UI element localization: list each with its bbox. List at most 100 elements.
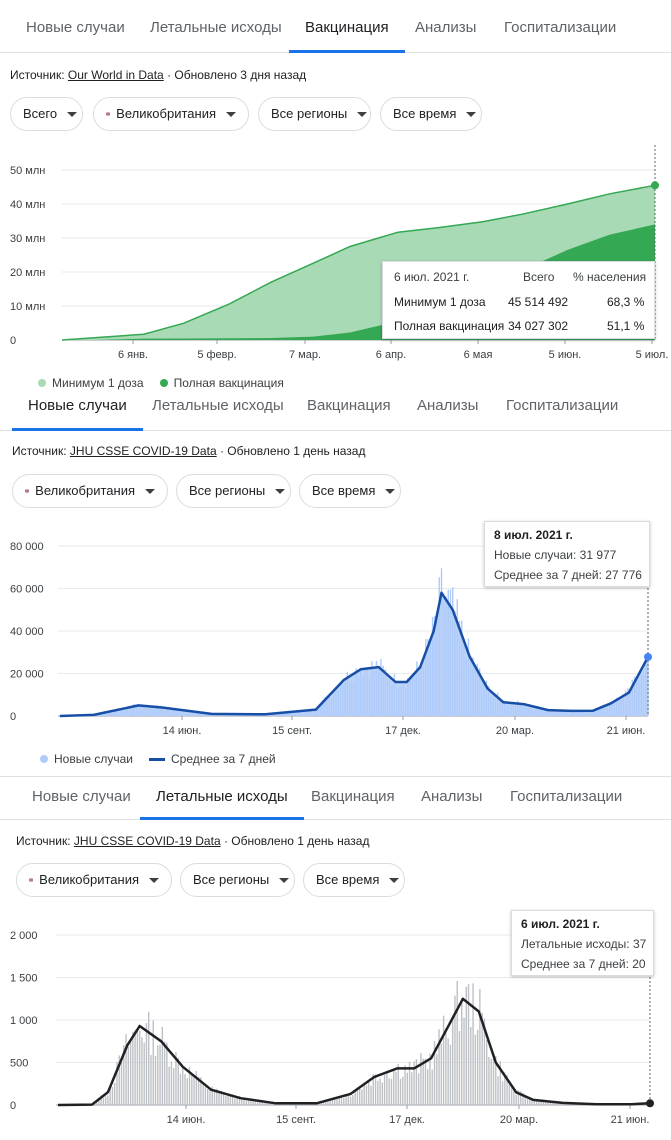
deaths-bar: [204, 1086, 207, 1105]
tab-deaths[interactable]: Летальные исходы: [152, 397, 284, 414]
deaths-bar: [392, 1069, 395, 1105]
deaths-bar: [479, 988, 481, 1105]
cases-chart[interactable]: 0 20 000 40 000 60 000 80 000 14 июн. 15 сент.…: [0, 536, 671, 746]
deaths-avg-line: [57, 997, 651, 1107]
deaths-bar: [540, 1100, 542, 1105]
deaths-bar: [238, 1096, 241, 1105]
tab-deaths[interactable]: Летальные исходы: [150, 19, 282, 36]
source-line: Источник: JHU CSSE COVID-19 Data · Обнов…: [12, 444, 365, 458]
deaths-bar: [331, 1098, 334, 1105]
y-tick-label: 1 000: [10, 1015, 38, 1027]
tab-tests[interactable]: Анализы: [415, 19, 477, 36]
deaths-bar: [166, 1042, 168, 1105]
tab-tests[interactable]: Анализы: [417, 397, 479, 414]
filter-country[interactable]: Великобритания: [16, 863, 172, 897]
filter-bar: Великобритания Все регионы Все время: [16, 863, 666, 899]
deaths-bar: [361, 1089, 363, 1105]
y-tick-label: 20 млн: [10, 267, 45, 279]
chevron-down-icon: [385, 488, 396, 494]
deaths-bar: [254, 1099, 257, 1105]
deaths-panel: Новые случаи Летальные исходы Вакцинация…: [0, 776, 671, 1140]
filter-regions[interactable]: Все регионы: [176, 474, 291, 508]
deaths-bar: [449, 1044, 452, 1105]
tab-new-cases[interactable]: Новые случаи: [32, 788, 131, 805]
tooltip-date: 8 июл. 2021 г.: [494, 528, 573, 542]
deaths-bar: [413, 1061, 415, 1105]
deaths-bar: [227, 1094, 229, 1105]
deaths-bar: [95, 1101, 98, 1105]
tooltip-row-pct: 68,3 %: [607, 295, 645, 309]
filter-time[interactable]: Все время: [380, 97, 482, 131]
deaths-bar: [104, 1096, 107, 1105]
y-tick-label: 50 млн: [10, 165, 45, 177]
vaccination-legend: Минимум 1 доза Полная вакцинация: [38, 376, 284, 390]
deaths-bar: [338, 1096, 340, 1105]
deaths-bar: [517, 1090, 520, 1105]
source-link[interactable]: Our World in Data: [67, 68, 164, 82]
deaths-bar: [433, 1041, 436, 1105]
source-line: Источник: JHU CSSE COVID-19 Data · Обнов…: [16, 834, 369, 848]
filter-country[interactable]: Великобритания: [12, 474, 168, 508]
tab-vaccination[interactable]: Вакцинация: [307, 397, 391, 414]
deaths-bar: [245, 1100, 247, 1105]
updated-text: · Обновлено 1 день назад: [223, 834, 370, 848]
deaths-bar: [499, 1061, 501, 1105]
deaths-bar: [172, 1068, 175, 1105]
tab-bar: Новые случаи Летальные исходы Вакцинация…: [0, 776, 671, 820]
tab-deaths[interactable]: Летальные исходы: [140, 777, 304, 820]
deaths-bar: [383, 1075, 386, 1105]
y-tick-label: 0: [10, 335, 16, 347]
tab-vaccination[interactable]: Вакцинация: [311, 788, 395, 805]
deaths-bar: [542, 1101, 545, 1105]
filter-time-label: Все время: [316, 872, 380, 887]
filter-regions[interactable]: Все регионы: [180, 863, 295, 897]
filter-time[interactable]: Все время: [299, 474, 401, 508]
deaths-chart[interactable]: 0 500 1 000 1 500 2 000 14 июн. 15 сент. 17 дек…: [0, 921, 671, 1136]
deaths-bar: [379, 1078, 381, 1105]
deaths-bar: [358, 1086, 361, 1105]
deaths-bar: [474, 1034, 477, 1105]
x-tick-label: 17 дек.: [389, 1114, 425, 1126]
deaths-bar: [483, 1018, 486, 1105]
deaths-bar: [440, 1043, 443, 1105]
deaths-bar: [195, 1070, 198, 1105]
deaths-bar: [424, 1058, 427, 1105]
tab-tests[interactable]: Анализы: [421, 788, 483, 805]
deaths-bar: [259, 1100, 261, 1105]
tab-new-cases[interactable]: Новые случаи: [12, 386, 143, 431]
deaths-bar: [438, 1029, 440, 1105]
deaths-bar: [472, 983, 474, 1105]
filter-total[interactable]: Всего: [10, 97, 83, 131]
deaths-bar: [127, 1046, 130, 1105]
deaths-bar: [551, 1101, 554, 1105]
tab-vaccination[interactable]: Вакцинация: [289, 0, 405, 53]
deaths-bar: [252, 1100, 254, 1105]
chevron-down-icon: [357, 111, 368, 117]
deaths-bar: [123, 1045, 125, 1105]
tab-hospitalizations[interactable]: Госпитализации: [504, 19, 617, 36]
legend-new-cases: Новые случаи: [54, 752, 133, 766]
tab-hospitalizations[interactable]: Госпитализации: [506, 397, 619, 414]
tab-new-cases[interactable]: Новые случаи: [26, 19, 125, 36]
filter-regions[interactable]: Все регионы: [258, 97, 371, 131]
deaths-bar: [447, 1038, 449, 1105]
source-link[interactable]: JHU CSSE COVID-19 Data: [69, 444, 217, 458]
deaths-bar: [170, 1061, 173, 1105]
filter-country[interactable]: Великобритания: [93, 97, 249, 131]
deaths-bar: [152, 1020, 154, 1105]
deaths-bar: [506, 1074, 508, 1105]
source-link[interactable]: JHU CSSE COVID-19 Data: [73, 834, 221, 848]
tooltip-line1: Новые случаи: 31 977: [494, 548, 617, 562]
uk-flag-icon: [29, 878, 34, 882]
deaths-bar: [485, 1039, 488, 1105]
deaths-bar: [465, 986, 467, 1105]
tab-hospitalizations[interactable]: Госпитализации: [510, 788, 623, 805]
cases-area: [60, 592, 648, 716]
deaths-bar: [220, 1090, 223, 1105]
deaths-bar: [397, 1064, 399, 1105]
legend-dot-icon: [38, 379, 46, 387]
vaccination-tooltip: 6 июл. 2021 г. Всего % населения Минимум…: [382, 261, 655, 339]
deaths-bar: [125, 1033, 127, 1105]
filter-time[interactable]: Все время: [303, 863, 405, 897]
x-tick-label: 14 июн.: [163, 725, 202, 737]
